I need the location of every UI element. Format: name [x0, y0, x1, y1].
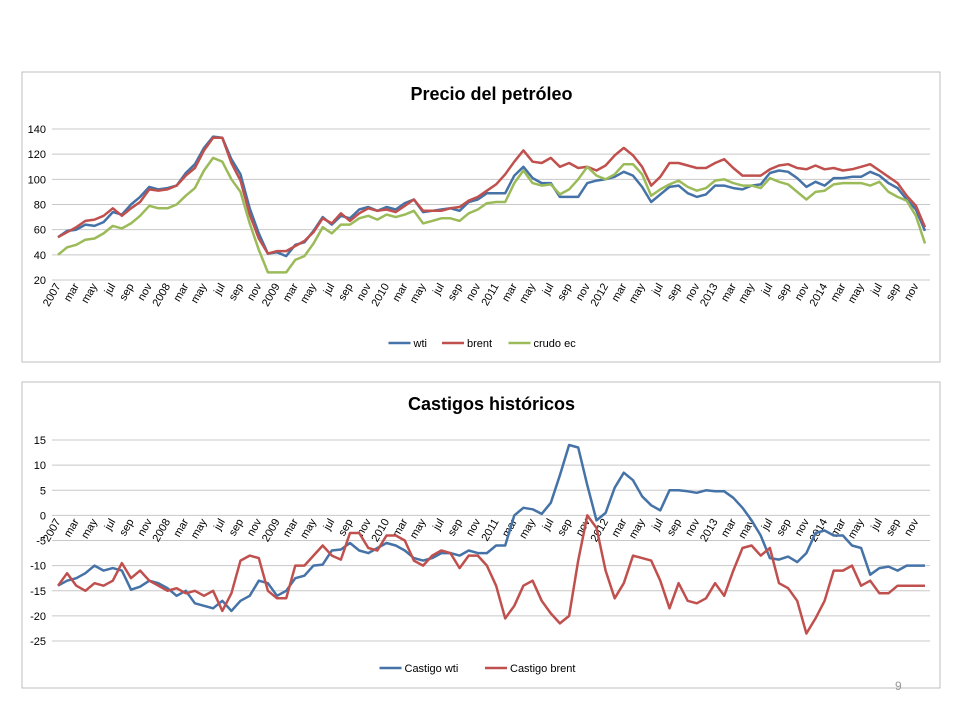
- x-tick-label: jul: [540, 517, 556, 533]
- x-tick-label: jul: [869, 517, 885, 533]
- x-tick-label: jul: [211, 517, 227, 533]
- chart-title: Precio del petróleo: [410, 84, 572, 104]
- chart-title: Castigos históricos: [408, 394, 575, 414]
- y-tick-label: 5: [40, 485, 46, 497]
- x-tick-label: jul: [650, 517, 666, 533]
- y-tick-label: 15: [34, 435, 46, 447]
- y-tick-label: 20: [34, 275, 46, 287]
- y-tick-label: -15: [30, 586, 46, 598]
- x-tick-label: jul: [321, 517, 337, 533]
- y-tick-label: 40: [34, 250, 46, 262]
- legend-label: Castigo wti: [405, 663, 459, 675]
- y-tick-label: -5: [36, 536, 46, 548]
- y-tick-label: 100: [28, 174, 46, 186]
- legend-label: crudo ec: [534, 338, 577, 350]
- y-tick-label: 60: [34, 225, 46, 237]
- x-tick-label: jul: [431, 282, 447, 298]
- x-tick-label: jul: [431, 517, 447, 533]
- y-tick-label: 80: [34, 200, 46, 212]
- series-line: [57, 443, 925, 613]
- y-tick-label: -10: [30, 561, 46, 573]
- x-tick-label: jul: [321, 282, 337, 298]
- chart-frame: [21, 71, 941, 363]
- series-line: [57, 136, 927, 255]
- legend-label: brent: [467, 338, 492, 350]
- y-tick-label: -20: [30, 611, 46, 623]
- x-tick-label: jul: [102, 282, 118, 298]
- x-tick-label: jul: [869, 282, 885, 298]
- x-tick-label: jul: [759, 282, 775, 298]
- slide-number: 9: [895, 679, 902, 693]
- chart-frame: [21, 381, 941, 689]
- y-tick-label: 140: [28, 124, 46, 136]
- legend-label: wti: [413, 338, 427, 350]
- y-tick-label: -25: [30, 636, 46, 648]
- y-tick-label: 120: [28, 149, 46, 161]
- x-tick-label: jul: [759, 517, 775, 533]
- x-tick-label: jul: [102, 517, 118, 533]
- x-tick-label: jul: [650, 282, 666, 298]
- series-line: [57, 156, 927, 274]
- y-tick-label: 10: [34, 460, 46, 472]
- x-tick-label: jul: [211, 282, 227, 298]
- x-tick-label: jul: [540, 282, 556, 298]
- series-line: [56, 514, 925, 635]
- legend-label: Castigo brent: [510, 663, 575, 675]
- y-tick-label: 0: [40, 510, 46, 522]
